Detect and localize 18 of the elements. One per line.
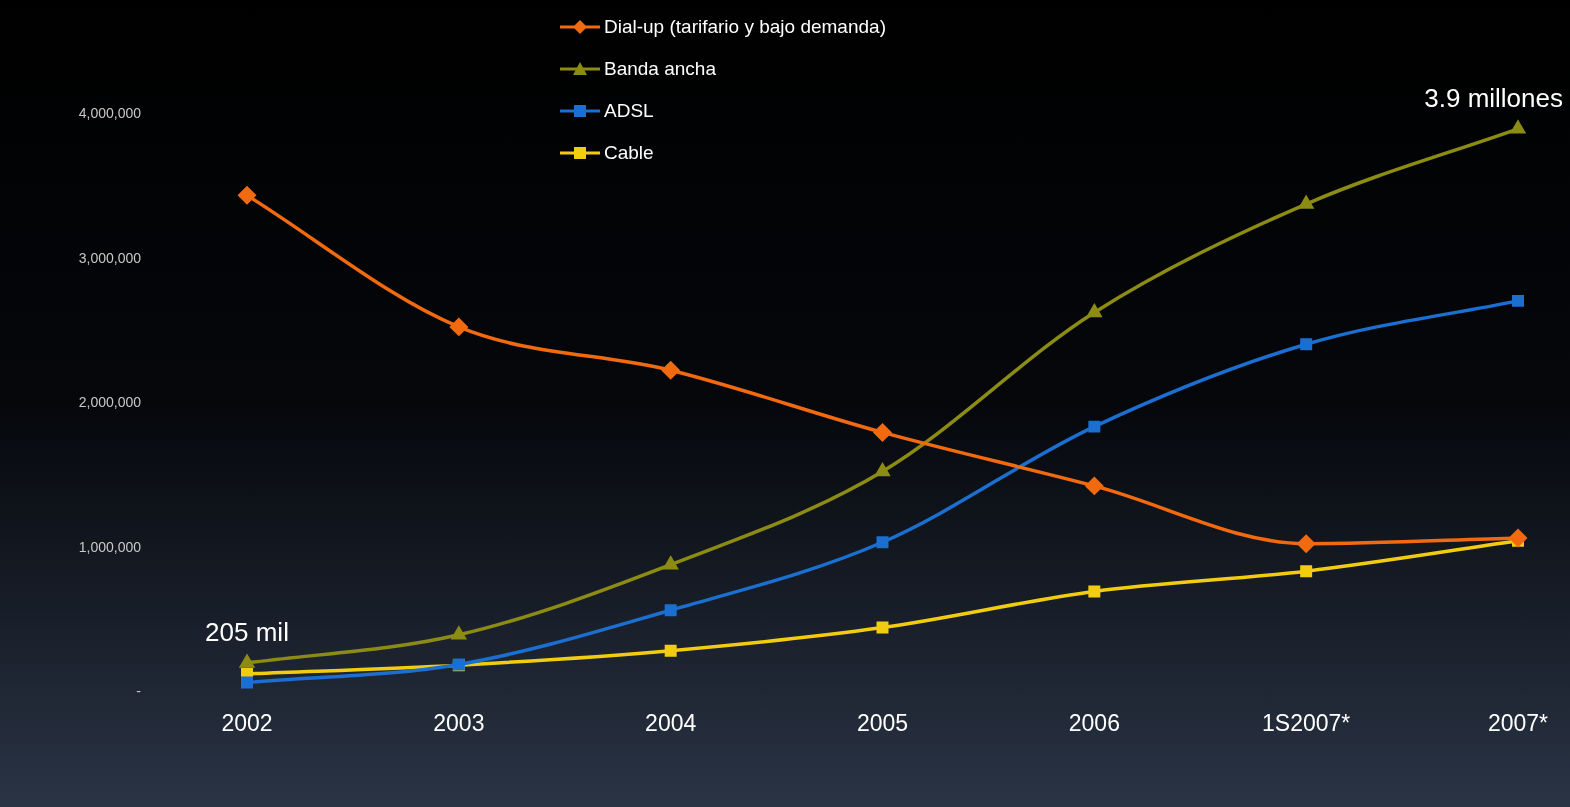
x-tick-label: 2002 — [221, 709, 273, 736]
x-tick-label: 2004 — [645, 709, 697, 736]
x-tick-label: 2006 — [1068, 709, 1120, 736]
annotation: 205 mil — [205, 617, 289, 648]
y-tick-label: 2,000,000 — [78, 394, 142, 411]
y-tick-label: - — [136, 683, 142, 700]
x-tick-label: 2003 — [433, 709, 485, 736]
x-tick-label: 1S2007* — [1262, 709, 1351, 736]
y-tick-label: 3,000,000 — [78, 249, 142, 266]
legend-label: Banda ancha — [604, 58, 716, 80]
y-tick-label: 1,000,000 — [78, 538, 142, 555]
x-tick-label: 2005 — [856, 709, 909, 736]
x-tick-label: 2007* — [1487, 709, 1549, 736]
legend-label: ADSL — [604, 100, 654, 122]
annotation: 3.9 millones — [1424, 83, 1563, 114]
y-tick-label: 4,000,000 — [78, 105, 142, 122]
legend-label: Dial-up (tarifario y bajo demanda) — [604, 16, 886, 38]
legend-label: Cable — [604, 142, 654, 164]
